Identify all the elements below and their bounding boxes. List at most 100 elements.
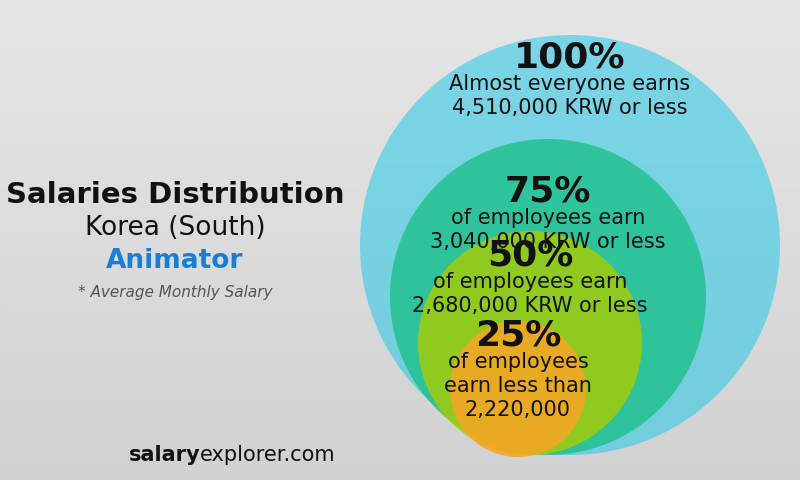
Bar (0, 99, 800, 100)
Bar (0, 171, 800, 172)
Bar (0, 301, 800, 302)
Bar (0, 278, 800, 279)
Bar (0, 362, 800, 363)
Bar (0, 3, 800, 4)
Circle shape (418, 231, 642, 455)
Bar (0, 224, 800, 225)
Bar (0, 113, 800, 114)
Bar (0, 51, 800, 52)
Bar (0, 40, 800, 41)
Bar (0, 396, 800, 397)
Bar (0, 270, 800, 271)
Bar (0, 150, 800, 151)
Bar (0, 369, 800, 370)
Bar (0, 430, 800, 431)
Bar (0, 74, 800, 75)
Bar (0, 61, 800, 62)
Bar (0, 177, 800, 178)
Bar (0, 366, 800, 367)
Bar (0, 228, 800, 229)
Bar (0, 148, 800, 149)
Bar (0, 98, 800, 99)
Bar (0, 284, 800, 285)
Bar (0, 120, 800, 121)
Bar (0, 359, 800, 360)
Bar (0, 431, 800, 432)
Bar (0, 447, 800, 448)
Bar (0, 176, 800, 177)
Bar (0, 417, 800, 418)
Bar (0, 404, 800, 405)
Bar (0, 28, 800, 29)
Bar (0, 400, 800, 401)
Bar (0, 468, 800, 469)
Bar (0, 389, 800, 390)
Bar (0, 305, 800, 306)
Bar (0, 263, 800, 264)
Bar (0, 212, 800, 213)
Bar (0, 312, 800, 313)
Bar (0, 391, 800, 392)
Bar (0, 437, 800, 438)
Bar (0, 137, 800, 138)
Bar (0, 381, 800, 382)
Bar (0, 390, 800, 391)
Bar (0, 232, 800, 233)
Bar (0, 441, 800, 442)
Text: Korea (South): Korea (South) (85, 215, 266, 241)
Bar (0, 210, 800, 211)
Bar (0, 88, 800, 89)
Bar (0, 457, 800, 458)
Bar (0, 12, 800, 13)
Bar (0, 325, 800, 326)
Bar (0, 116, 800, 117)
Text: 100%: 100% (514, 41, 626, 75)
Bar (0, 265, 800, 266)
Bar (0, 459, 800, 460)
Bar (0, 465, 800, 466)
Bar (0, 220, 800, 221)
Bar (0, 163, 800, 164)
Bar (0, 399, 800, 400)
Bar (0, 322, 800, 323)
Text: explorer.com: explorer.com (200, 445, 336, 465)
Bar (0, 289, 800, 290)
Bar (0, 217, 800, 218)
Bar (0, 271, 800, 272)
Bar (0, 318, 800, 319)
Bar (0, 333, 800, 334)
Bar (0, 405, 800, 406)
Bar (0, 128, 800, 129)
Bar (0, 59, 800, 60)
Bar (0, 296, 800, 297)
Bar (0, 42, 800, 43)
Bar (0, 249, 800, 250)
Bar (0, 393, 800, 394)
Bar (0, 159, 800, 160)
Bar (0, 294, 800, 295)
Bar (0, 230, 800, 231)
Bar (0, 260, 800, 261)
Bar (0, 46, 800, 47)
Bar (0, 320, 800, 321)
Bar (0, 409, 800, 410)
Bar (0, 133, 800, 134)
Bar (0, 237, 800, 238)
Bar (0, 358, 800, 359)
Bar (0, 343, 800, 344)
Bar (0, 239, 800, 240)
Bar (0, 18, 800, 19)
Bar (0, 49, 800, 50)
Bar (0, 179, 800, 180)
Bar (0, 213, 800, 214)
Bar (0, 313, 800, 314)
Bar (0, 162, 800, 163)
Bar (0, 255, 800, 256)
Bar (0, 435, 800, 436)
Bar (0, 206, 800, 207)
Bar (0, 464, 800, 465)
Bar (0, 14, 800, 15)
Bar (0, 444, 800, 445)
Bar (0, 114, 800, 115)
Bar (0, 50, 800, 51)
